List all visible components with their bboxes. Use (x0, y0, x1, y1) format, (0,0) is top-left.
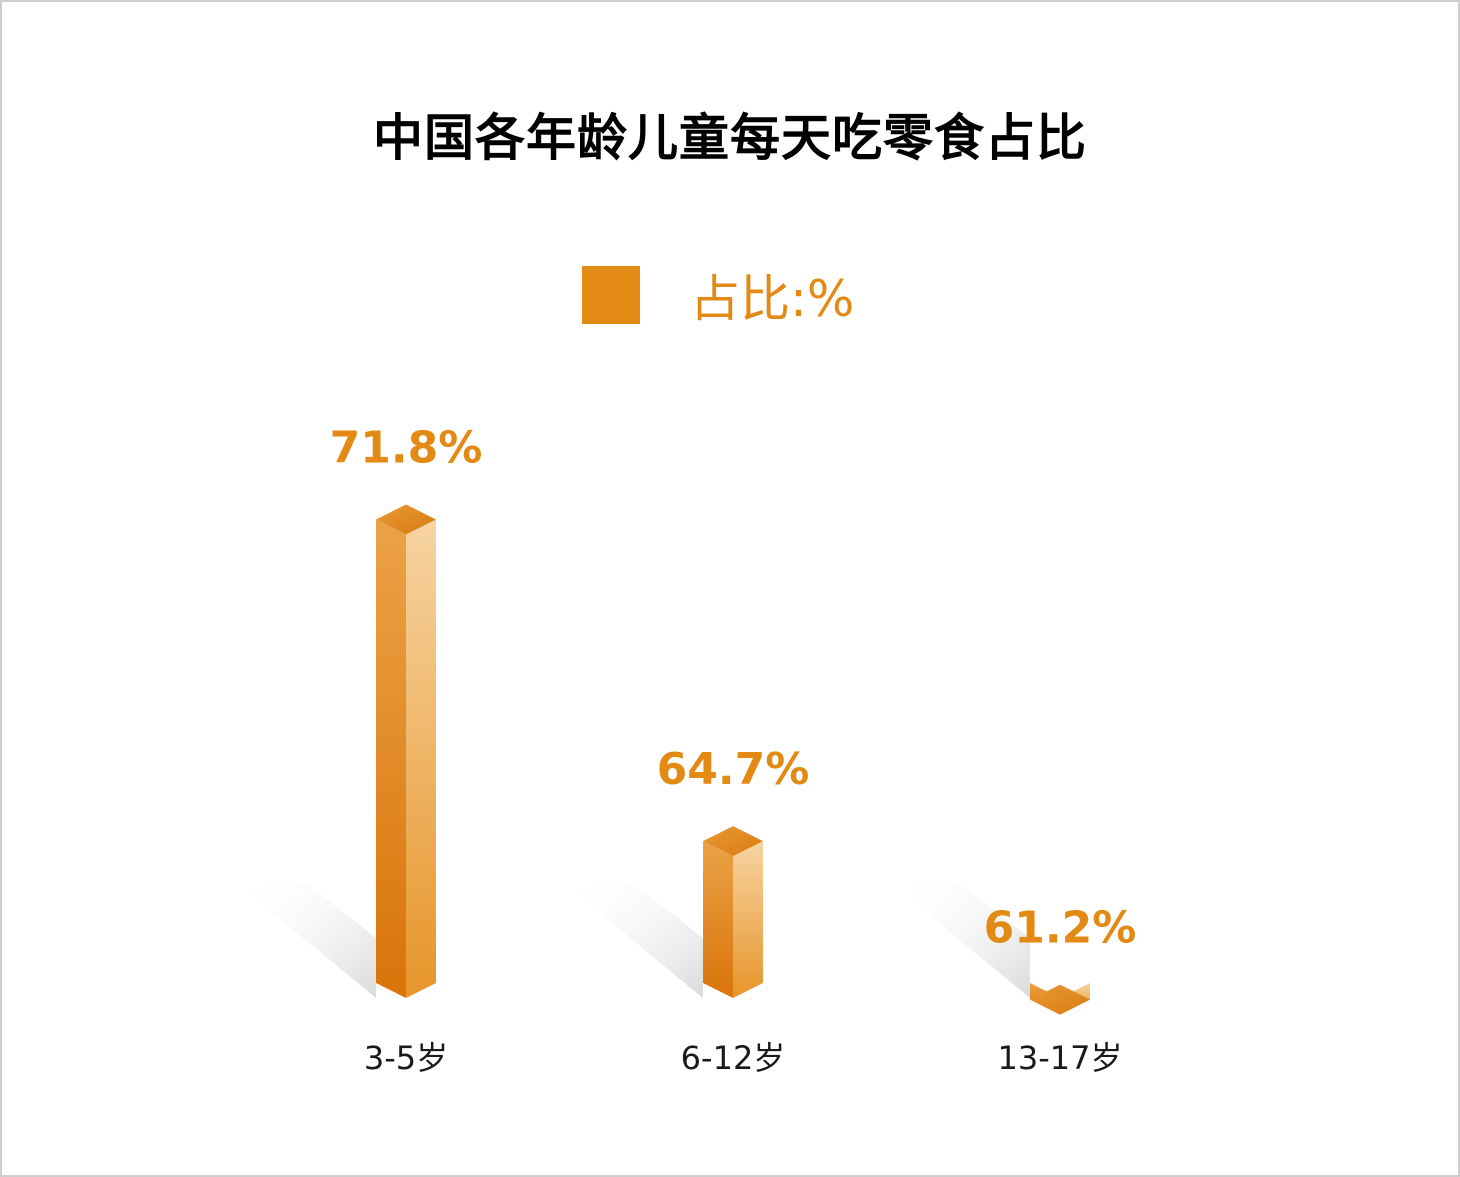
legend: 占比:% (582, 264, 854, 328)
bar-group (563, 826, 763, 998)
bar-top-cap (376, 504, 436, 535)
bar-side-face (406, 519, 436, 998)
category-label: 6-12岁 (681, 1039, 786, 1077)
bar-value-label: 71.8% (330, 422, 483, 473)
bar-group (890, 883, 1090, 1015)
bar-group (236, 504, 436, 998)
legend-swatch (582, 266, 640, 324)
category-label: 13-17岁 (998, 1039, 1123, 1077)
bar-top-cap (703, 826, 763, 857)
bar-shadow (890, 883, 1030, 998)
bar-front-face (376, 519, 406, 998)
category-label: 3-5岁 (364, 1039, 448, 1077)
bar-value-label: 64.7% (657, 744, 810, 795)
bar-side-face (733, 841, 763, 998)
legend-label: 占比:% (690, 270, 855, 328)
chart-title: 中国各年龄儿童每天吃零食占比 (373, 109, 1087, 167)
bar-shadow (236, 883, 376, 998)
bar-shadow (563, 883, 703, 998)
bar-front-face (703, 841, 733, 998)
bar-value-label: 61.2% (984, 903, 1137, 954)
bar-top-cap (1030, 984, 1090, 1015)
